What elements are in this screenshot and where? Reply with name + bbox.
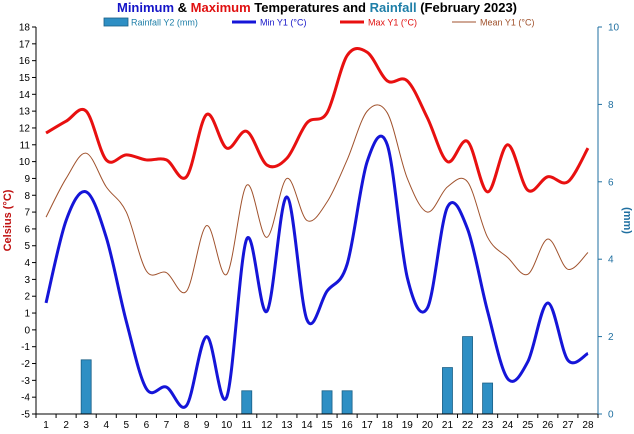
x-tick-label: 16 [342,420,354,431]
title-part: Minimum [117,0,174,15]
x-tick-label: 11 [242,420,253,431]
y-tick-label: 1 [24,309,30,320]
y-tick-label: -3 [21,376,30,387]
y2-tick-label: 6 [608,177,614,188]
x-tick-label: 1 [43,420,49,431]
x-tick-label: 6 [144,420,150,431]
y-tick-label: 12 [19,123,31,134]
rainfall-bar [462,336,473,415]
rainfall-bar [80,359,92,415]
x-tick-label: 28 [582,420,594,431]
x-tick-label: 20 [422,420,434,431]
x-tick-label: 25 [522,420,534,431]
y2-tick-label: 10 [608,23,620,34]
x-tick-label: 14 [301,420,313,431]
y-tick-label: -1 [21,342,30,353]
y-tick-label: 5 [24,241,30,252]
x-tick-label: 10 [221,420,233,431]
x-tick-label: 2 [63,420,69,431]
legend-item: Mean Y1 (°C) [452,18,534,28]
max-temperature-line [45,47,590,194]
chart-axes: -5-4-3-2-1012345678910111213141516171802… [19,23,620,432]
min-temperature-line [44,134,589,409]
y-tick-label: -4 [21,393,30,404]
x-tick-label: 23 [482,420,494,431]
y-tick-label: 11 [20,140,31,151]
x-tick-label: 18 [382,420,394,431]
y-tick-label: -2 [21,359,30,370]
x-tick-label: 7 [164,420,170,431]
x-tick-label: 4 [103,420,109,431]
y-tick-label: 8 [24,191,30,202]
x-tick-label: 24 [502,420,514,431]
x-tick-label: 21 [442,420,454,431]
x-tick-label: 5 [124,420,130,431]
y-tick-label: 7 [24,208,30,219]
title-part: (February 2023) [417,0,517,15]
y-tick-label: 2 [24,292,30,303]
x-tick-label: 3 [83,420,89,431]
x-tick-label: 19 [402,420,414,431]
y-tick-label: 17 [19,39,31,50]
x-tick-label: 26 [542,420,554,431]
chart-legend: Rainfall Y2 (mm) Min Y1 (°C) Max Y1 (°C) Me… [103,17,534,28]
y-tick-label: 16 [19,56,31,67]
y-tick-label: 6 [24,224,30,235]
x-tick-label: 27 [562,420,574,431]
y-tick-label: 4 [24,258,30,269]
y-tick-label: 18 [19,23,31,34]
rainfall-bar [482,382,494,415]
y-tick-label: 3 [24,275,30,286]
rainfall-bars [80,336,494,415]
legend-label: Max Y1 (°C) [368,18,417,28]
y-tick-label: 14 [19,90,31,101]
y-tick-label: 15 [19,73,31,84]
rainfall-bar [341,390,353,415]
y2-tick-label: 8 [608,100,614,111]
rainfall-bar [321,390,333,415]
y-tick-label: -5 [21,410,30,421]
chart-title: Minimum & Maximum Temperatures and Rainf… [117,0,517,15]
y-tick-label: 9 [24,174,30,185]
legend-label: Rainfall Y2 (mm) [131,18,198,28]
y-axis-label: Celsius (°C) [2,189,14,251]
temperature-lines [44,47,590,409]
title-part: Temperatures and [251,0,370,15]
title-part: & [174,0,191,15]
y2-axis-label: (mm) [621,207,633,234]
legend-label: Mean Y1 (°C) [480,18,534,28]
rainfall-bar [241,390,253,415]
y-tick-label: 10 [19,157,31,168]
legend-item: Rainfall Y2 (mm) [103,17,198,28]
legend-label: Min Y1 (°C) [260,18,306,28]
title-part: Rainfall [370,0,417,15]
legend-swatch [103,17,129,27]
x-tick-label: 13 [281,420,293,431]
y2-tick-label: 2 [608,332,614,343]
y2-tick-label: 0 [608,410,614,421]
y-tick-label: 13 [19,107,31,118]
mean-temperature-line [45,104,589,294]
legend-item: Max Y1 (°C) [340,18,417,28]
x-tick-label: 8 [184,420,190,431]
y-tick-label: 0 [24,325,30,336]
x-tick-label: 9 [204,420,210,431]
title-part: Maximum [191,0,251,15]
legend-item: Min Y1 (°C) [232,18,306,28]
x-tick-label: 12 [261,420,273,431]
x-tick-label: 22 [462,420,474,431]
x-tick-label: 15 [321,420,333,431]
x-tick-label: 17 [362,420,374,431]
rainfall-bar [442,367,453,415]
y2-tick-label: 4 [608,255,614,266]
